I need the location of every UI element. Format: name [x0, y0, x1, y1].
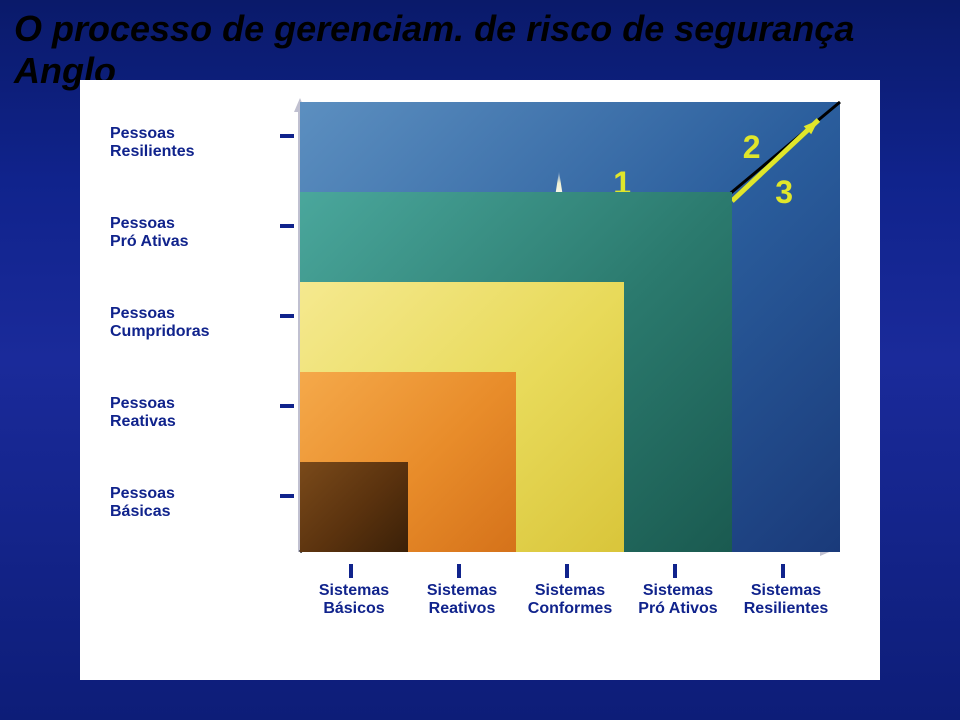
tick [349, 564, 353, 578]
chart-number: 2 [743, 129, 761, 166]
maturity-chart: 123211 [300, 102, 840, 552]
tick [457, 564, 461, 578]
tick [565, 564, 569, 578]
x-axis-label: SistemasPró Ativos [624, 582, 732, 619]
x-axis-label: SistemasBásicos [300, 582, 408, 619]
chart-number: 3 [775, 174, 793, 211]
y-axis-label: PessoasCumpridoras [110, 305, 210, 342]
y-axis-label: PessoasPró Ativas [110, 215, 189, 252]
main-panel: PessoasResilientes PessoasPró Ativas Pesso… [80, 80, 880, 680]
x-axis-label: SistemasResilientes [732, 582, 840, 619]
x-axis-label: SistemasConformes [516, 582, 624, 619]
y-axis-label: PessoasResilientes [110, 125, 194, 162]
maturity-level-square [300, 462, 408, 552]
x-axis-label: SistemasReativos [408, 582, 516, 619]
y-axis-label: PessoasReativas [110, 395, 176, 432]
tick [781, 564, 785, 578]
y-axis-label: PessoasBásicas [110, 485, 175, 522]
tick [673, 564, 677, 578]
